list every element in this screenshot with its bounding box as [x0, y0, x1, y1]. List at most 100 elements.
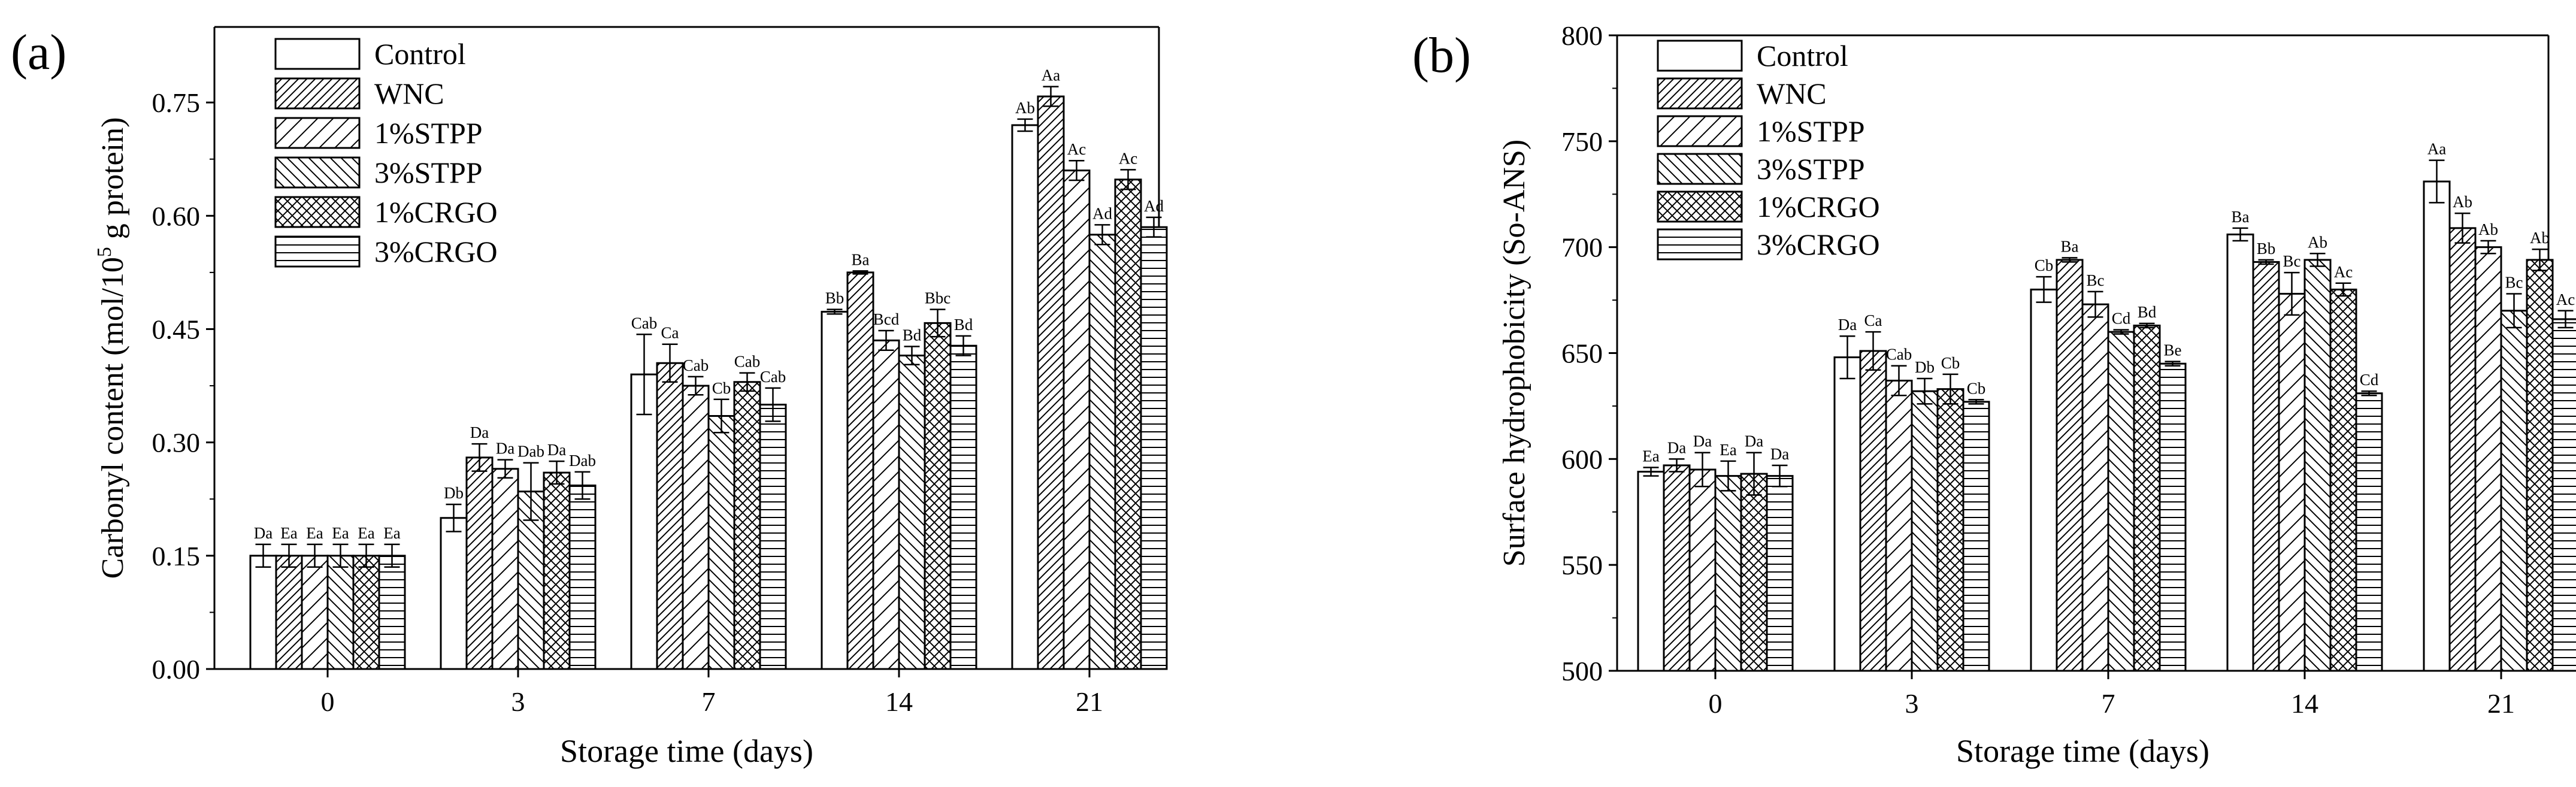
significance-label: Bd	[2138, 303, 2157, 321]
error-bar	[2557, 310, 2574, 329]
x-axis-label: Storage time (days)	[1956, 733, 2209, 769]
x-tick-label: 14	[885, 686, 913, 717]
error-bar	[446, 503, 462, 532]
bar-1stpp-14	[2278, 292, 2306, 672]
significance-label: Cb	[712, 379, 731, 397]
bar-3stpp-14	[898, 355, 926, 670]
x-tick-label: 0	[321, 686, 335, 717]
y-tick-label: 650	[1561, 338, 1603, 369]
panel-b: (b) 500 550 600 650 700 750 800 Surface hydropho…	[1412, 20, 2576, 769]
y-tick-label: 550	[1561, 550, 1603, 580]
significance-label: Bbc	[925, 289, 951, 307]
bar-3crgo-7	[2159, 362, 2187, 672]
y-axis-label-sup: 5	[93, 247, 116, 257]
error-bar	[1917, 377, 1933, 405]
y-tick-label: 800	[1561, 20, 1603, 51]
bar-3stpp-0	[326, 555, 355, 670]
bar-1crgo-3	[1936, 388, 1964, 672]
legend-swatch	[274, 77, 361, 110]
error-bar	[1942, 373, 1959, 405]
panel-label: (b)	[1412, 28, 1471, 83]
bar-control-3	[440, 517, 468, 670]
bar-1crgo-21	[2526, 259, 2554, 672]
error-bar	[2087, 290, 2103, 318]
bar-3crgo-0	[378, 555, 406, 670]
significance-label: Be	[2164, 341, 2182, 359]
error-bar	[1839, 335, 1855, 380]
significance-label: Dab	[569, 452, 596, 470]
bar-control-3	[1833, 356, 1861, 672]
x-tick-label: 21	[2487, 688, 2515, 719]
error-bar	[1772, 464, 1788, 488]
bar-control-0	[1637, 471, 1665, 672]
error-bar	[636, 334, 652, 416]
significance-label: Bc	[2087, 271, 2105, 289]
significance-label: Aa	[1042, 66, 1060, 84]
legend-label: 3%CRGO	[374, 235, 498, 268]
bar-wnc-7	[656, 362, 684, 670]
y-tick-label: 500	[1561, 656, 1603, 686]
y-axis-label: Surface hydrophobicity (So-ANS)	[1497, 140, 1531, 567]
bar-1stpp-3	[1885, 379, 1913, 672]
bar-1crgo-14	[2329, 288, 2357, 672]
significance-label: Cb	[1967, 379, 1986, 397]
y-tick-label: 0.60	[152, 201, 201, 231]
significance-label: Cd	[2112, 310, 2131, 328]
significance-label: Ab	[2453, 193, 2472, 211]
significance-label: Cab	[631, 314, 658, 332]
significance-label: Aa	[2427, 140, 2446, 158]
error-bar	[1043, 86, 1059, 107]
error-bar	[739, 372, 755, 392]
significance-label: Da	[1693, 432, 1712, 450]
significance-label: Ba	[2061, 237, 2079, 255]
bar-control-21	[2423, 180, 2451, 672]
bar-wnc-21	[2448, 227, 2477, 672]
error-bar	[688, 376, 704, 396]
legend-label: 1%CRGO	[1757, 190, 1880, 223]
bar-control-21	[1011, 124, 1039, 670]
legend-label: Control	[374, 37, 466, 71]
legend-label: 1%CRGO	[374, 195, 498, 229]
x-axis-label: Storage time (days)	[560, 733, 813, 769]
error-bar	[2232, 227, 2248, 242]
significance-label: Bc	[2505, 273, 2523, 291]
error-bar	[662, 343, 678, 383]
error-bar	[713, 398, 729, 434]
error-bar	[281, 543, 297, 568]
error-bar	[1094, 224, 1110, 246]
x-tick-label: 0	[1709, 688, 1723, 719]
bar-3crgo-7	[759, 404, 787, 670]
bar-1crgo-7	[2133, 325, 2161, 672]
error-bar	[930, 308, 946, 338]
error-bar	[852, 270, 868, 275]
significance-label: Bd	[903, 326, 922, 344]
legend-swatch	[1657, 190, 1743, 223]
legend-swatch	[1657, 40, 1743, 72]
error-bar	[2429, 159, 2445, 204]
significance-label: Bb	[2257, 240, 2276, 258]
significance-label: Ba	[2232, 208, 2250, 226]
legend-label: WNC	[374, 77, 444, 110]
error-bar	[2335, 282, 2351, 297]
significance-label: Ea	[358, 524, 374, 542]
significance-label: Ac	[1119, 149, 1137, 167]
legend-swatch	[274, 117, 361, 149]
legend-swatch	[274, 196, 361, 228]
significance-label: Dab	[517, 443, 544, 461]
bar-3crgo-21	[1140, 226, 1168, 670]
legend-label: Control	[1757, 39, 1848, 72]
legend-swatch	[1657, 153, 1743, 185]
significance-label: Da	[470, 423, 489, 441]
significance-label: Cab	[734, 353, 761, 371]
significance-label: Ac	[1067, 140, 1086, 158]
error-bar	[2062, 257, 2078, 263]
error-bar	[2258, 259, 2274, 265]
significance-label: Bb	[825, 289, 844, 307]
bar-1crgo-0	[1740, 473, 1768, 672]
error-bar	[2480, 240, 2496, 255]
error-bar	[358, 543, 374, 568]
error-bar	[955, 335, 971, 356]
significance-label: Ab	[2478, 220, 2498, 238]
legend-label: 3%STPP	[374, 156, 483, 189]
error-bar	[549, 460, 565, 485]
